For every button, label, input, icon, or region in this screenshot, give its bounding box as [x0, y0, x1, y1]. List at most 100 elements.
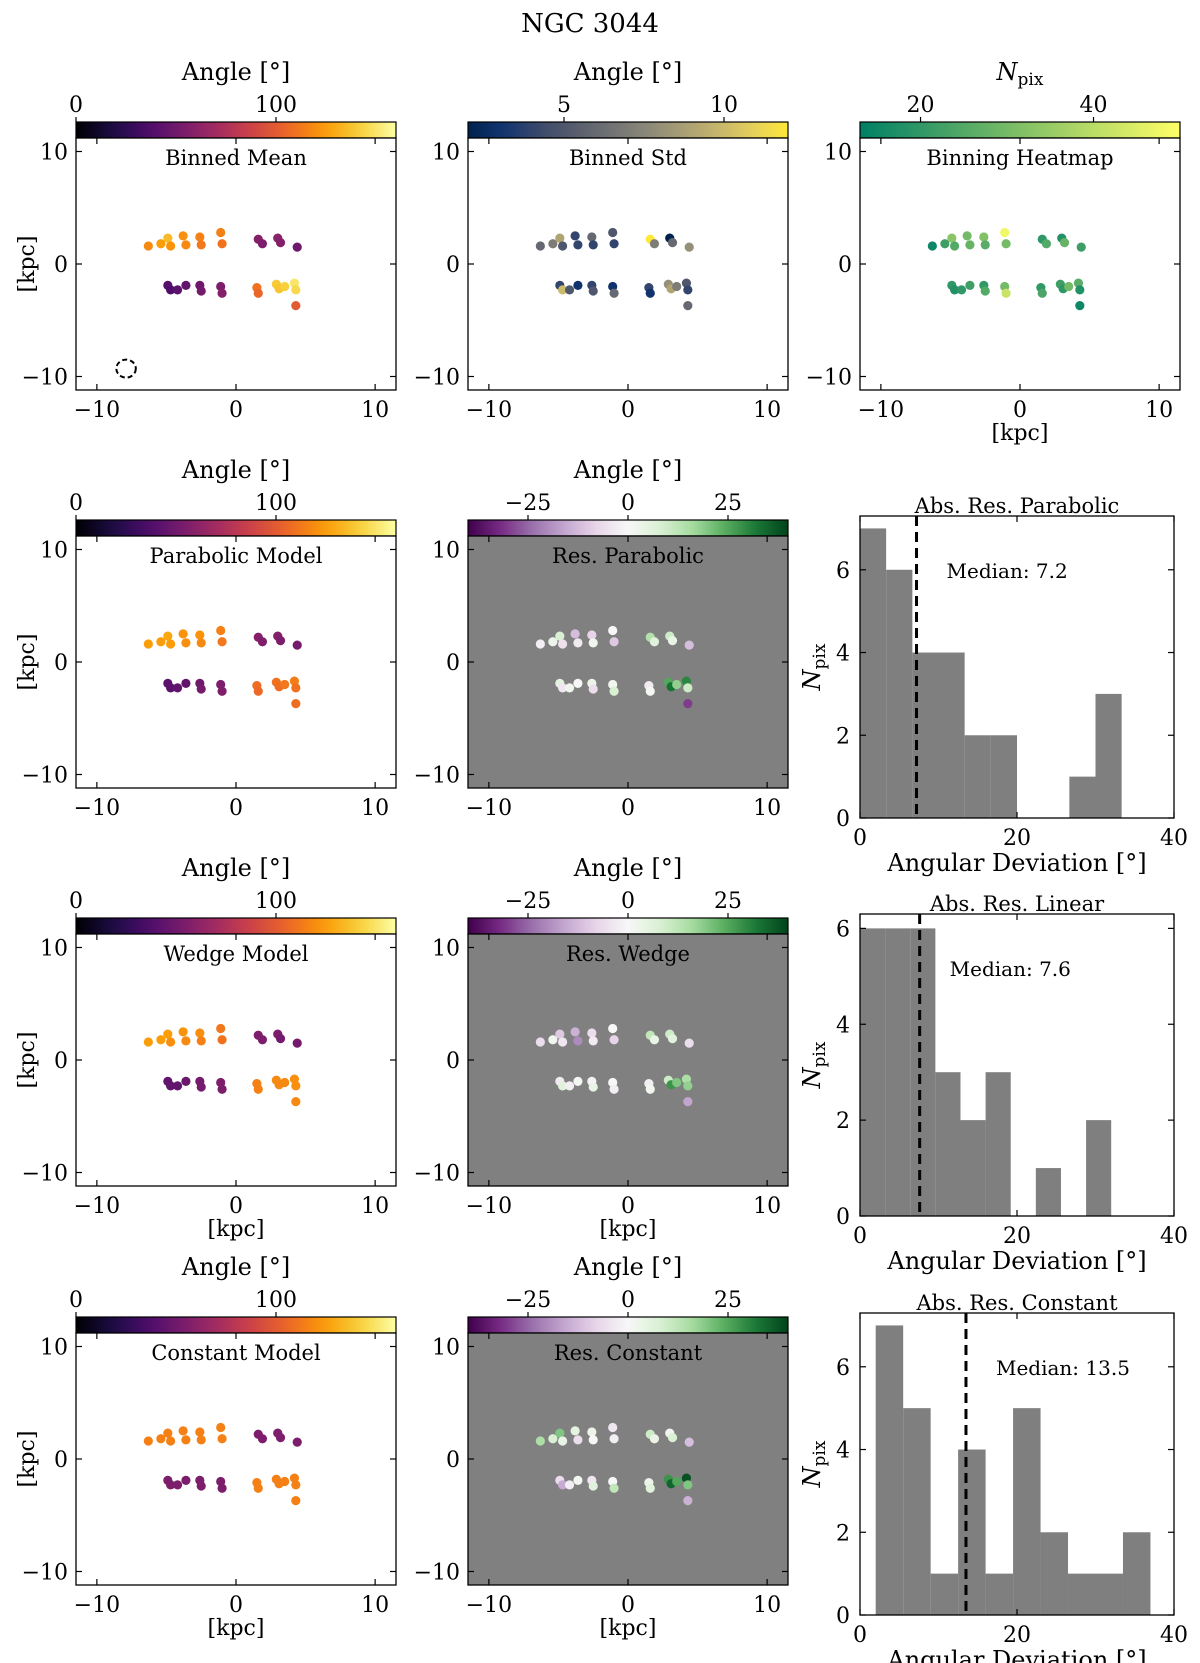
- scatter-panel: −25 0 25 Angle [°] −10 0 10 −10 0 10 Res. Paraboli…: [414, 456, 789, 821]
- data-point: [196, 1435, 206, 1445]
- colorbar-label: Angle [°]: [181, 58, 290, 86]
- y-tick-label: 4: [836, 1439, 850, 1464]
- y-tick-label: 0: [838, 253, 852, 278]
- scatter-panel: −25 0 25 Angle [°] −10 0 10 −10 0 10 Res. Constant…: [414, 1253, 789, 1641]
- data-point: [573, 1475, 583, 1485]
- data-point: [216, 1023, 226, 1034]
- y-tick-label: 10: [432, 141, 460, 166]
- data-point: [558, 1037, 568, 1047]
- data-point: [1037, 288, 1047, 298]
- data-point: [609, 686, 619, 696]
- data-point: [558, 1480, 568, 1490]
- colorbar: [859, 121, 1181, 139]
- colorbar-tick-label: −25: [505, 1288, 551, 1313]
- colorbar-tick-label: 40: [1080, 93, 1108, 118]
- data-point: [573, 1435, 583, 1445]
- data-point: [672, 679, 682, 690]
- histogram-bar: [964, 735, 991, 818]
- data-point: [181, 240, 191, 250]
- data-point: [649, 1434, 660, 1444]
- colorbar: [75, 1316, 397, 1334]
- y-axis-label: [kpc]: [15, 1431, 40, 1488]
- data-point: [178, 1027, 188, 1037]
- data-point: [195, 232, 205, 242]
- y-tick-label: 2: [836, 1109, 850, 1134]
- data-point: [645, 1084, 655, 1094]
- data-point: [143, 241, 153, 251]
- x-tick-label: 0: [853, 1623, 867, 1648]
- x-axis-label: Angular Deviation [°]: [886, 1646, 1146, 1663]
- y-tick-label: 0: [54, 651, 68, 676]
- data-point: [172, 1480, 183, 1490]
- data-point: [166, 639, 176, 649]
- data-point: [947, 233, 957, 243]
- data-point: [143, 1037, 153, 1047]
- data-point: [548, 1035, 558, 1045]
- data-point: [588, 684, 598, 694]
- data-point: [166, 1436, 176, 1446]
- colorbar-label: Angle [°]: [573, 854, 682, 882]
- data-point: [257, 239, 268, 249]
- median-label: Median: 7.6: [950, 957, 1071, 981]
- panel-title: Wedge Model: [163, 942, 308, 966]
- colorbar-label: Npix: [996, 58, 1044, 90]
- data-point: [275, 636, 286, 646]
- x-tick-label: −10: [466, 1593, 512, 1618]
- y-tick-label: −10: [22, 1162, 68, 1187]
- data-point: [257, 1434, 268, 1444]
- median-label: Median: 13.5: [996, 1356, 1130, 1380]
- data-point: [166, 1480, 176, 1490]
- data-point: [1000, 227, 1010, 238]
- data-point: [962, 231, 972, 241]
- data-point: [608, 1422, 618, 1433]
- x-tick-label: 0: [621, 398, 635, 423]
- histogram-bar: [1068, 1573, 1096, 1615]
- data-point: [564, 683, 575, 693]
- histogram-bar: [1040, 1532, 1069, 1615]
- data-point: [181, 1036, 191, 1046]
- histogram-bar: [875, 1325, 904, 1615]
- data-point: [291, 1496, 301, 1506]
- histogram-bar: [958, 1449, 986, 1615]
- colorbar-tick-label: −25: [505, 889, 551, 914]
- data-point: [573, 1076, 583, 1086]
- histogram-bar: [938, 652, 965, 818]
- data-point: [172, 285, 183, 295]
- data-point: [156, 1434, 166, 1444]
- colorbar: [75, 121, 397, 139]
- data-point: [587, 232, 597, 242]
- data-point: [684, 640, 694, 650]
- data-point: [965, 240, 975, 250]
- axes-background: [468, 138, 788, 390]
- colorbar-tick-label: 10: [710, 93, 738, 118]
- data-point: [609, 239, 619, 249]
- x-tick-label: 0: [853, 826, 867, 851]
- data-point: [181, 1435, 191, 1445]
- data-point: [979, 232, 989, 242]
- data-point: [683, 1081, 693, 1091]
- data-point: [558, 285, 568, 295]
- y-axis-label: Npix: [798, 643, 830, 691]
- data-point: [217, 637, 227, 647]
- data-point: [548, 637, 558, 647]
- x-tick-label: 40: [1160, 1623, 1188, 1648]
- data-point: [292, 1437, 302, 1447]
- x-tick-label: 0: [621, 1194, 635, 1219]
- data-point: [564, 285, 575, 295]
- data-point: [178, 231, 188, 241]
- data-point: [667, 1433, 678, 1443]
- data-point: [1075, 301, 1085, 311]
- x-tick-label: 10: [753, 796, 781, 821]
- data-point: [558, 1081, 568, 1091]
- y-axis-label: [kpc]: [15, 634, 40, 691]
- data-point: [587, 1427, 597, 1437]
- data-point: [156, 1035, 166, 1045]
- y-tick-label: 10: [40, 539, 68, 564]
- x-axis-label: [kpc]: [600, 1217, 657, 1242]
- x-axis-label: Angular Deviation [°]: [886, 1247, 1146, 1275]
- colorbar: [467, 121, 789, 139]
- y-tick-label: −10: [414, 1561, 460, 1586]
- y-tick-label: 0: [446, 1049, 460, 1074]
- data-point: [535, 1436, 545, 1446]
